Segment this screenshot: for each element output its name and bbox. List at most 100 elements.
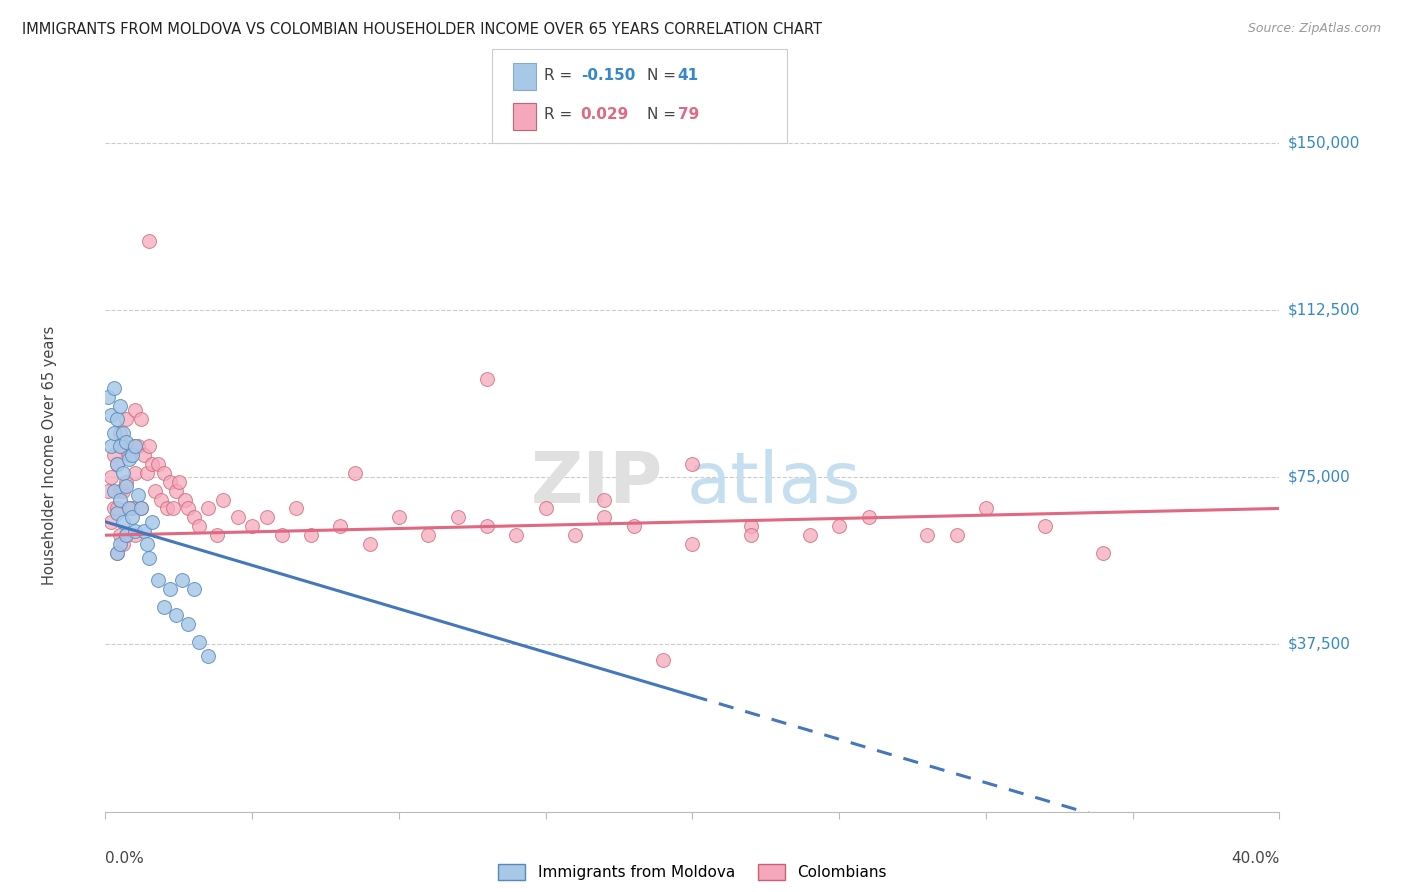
- Point: [124, 528, 146, 542]
- Point: [121, 510, 143, 524]
- Point: [623, 519, 645, 533]
- Point: [97, 390, 120, 404]
- Point: [388, 510, 411, 524]
- Text: 40.0%: 40.0%: [1232, 851, 1279, 866]
- Point: [682, 457, 704, 471]
- Point: [97, 483, 120, 498]
- Point: [108, 528, 131, 542]
- Point: [240, 519, 263, 533]
- Text: $37,500: $37,500: [1288, 637, 1351, 652]
- Point: [108, 425, 131, 440]
- Text: Householder Income Over 65 years: Householder Income Over 65 years: [42, 326, 56, 584]
- Point: [170, 573, 193, 587]
- Point: [108, 399, 131, 413]
- Point: [121, 439, 143, 453]
- Point: [118, 452, 141, 467]
- Text: Source: ZipAtlas.com: Source: ZipAtlas.com: [1247, 22, 1381, 36]
- Point: [103, 381, 125, 395]
- Point: [115, 528, 138, 542]
- Point: [100, 439, 122, 453]
- Text: IMMIGRANTS FROM MOLDOVA VS COLOMBIAN HOUSEHOLDER INCOME OVER 65 YEARS CORRELATIO: IMMIGRANTS FROM MOLDOVA VS COLOMBIAN HOU…: [22, 22, 823, 37]
- Point: [197, 648, 219, 663]
- Point: [917, 528, 939, 542]
- Point: [148, 457, 170, 471]
- Point: [105, 457, 128, 471]
- Point: [121, 448, 143, 462]
- Point: [828, 519, 851, 533]
- Point: [124, 524, 146, 538]
- Point: [505, 528, 527, 542]
- Point: [270, 528, 292, 542]
- Point: [150, 492, 173, 507]
- Point: [105, 546, 128, 560]
- Point: [148, 573, 170, 587]
- Point: [329, 519, 352, 533]
- Point: [103, 448, 125, 462]
- Point: [100, 515, 122, 529]
- Point: [103, 501, 125, 516]
- Point: [112, 466, 135, 480]
- Point: [446, 510, 468, 524]
- Point: [159, 475, 181, 489]
- Point: [534, 501, 557, 516]
- Point: [115, 434, 138, 449]
- Point: [156, 501, 179, 516]
- Text: R =: R =: [544, 107, 572, 122]
- Point: [593, 492, 616, 507]
- Point: [299, 528, 322, 542]
- Point: [652, 653, 675, 667]
- Point: [124, 403, 146, 417]
- Point: [740, 528, 762, 542]
- Point: [226, 510, 249, 524]
- Point: [682, 537, 704, 551]
- Point: [183, 510, 205, 524]
- Point: [188, 635, 211, 649]
- Point: [138, 439, 160, 453]
- Point: [475, 519, 498, 533]
- Point: [359, 537, 381, 551]
- Point: [256, 510, 278, 524]
- Point: [118, 501, 141, 516]
- Point: [343, 466, 366, 480]
- Point: [183, 582, 205, 596]
- Point: [105, 501, 128, 516]
- Point: [105, 412, 128, 426]
- Point: [115, 475, 138, 489]
- Point: [173, 492, 195, 507]
- Point: [475, 372, 498, 386]
- Point: [211, 492, 233, 507]
- Point: [108, 492, 131, 507]
- Point: [138, 550, 160, 565]
- Point: [112, 515, 135, 529]
- Text: N =: N =: [647, 107, 676, 122]
- Point: [105, 457, 128, 471]
- Point: [103, 425, 125, 440]
- Point: [1033, 519, 1056, 533]
- Point: [112, 425, 135, 440]
- Point: [945, 528, 967, 542]
- Point: [112, 483, 135, 498]
- Point: [205, 528, 228, 542]
- Point: [124, 466, 146, 480]
- Point: [285, 501, 308, 516]
- Point: [153, 599, 176, 614]
- Point: [105, 506, 128, 520]
- Point: [974, 501, 997, 516]
- Text: 0.029: 0.029: [581, 107, 628, 122]
- Text: -0.150: -0.150: [581, 69, 636, 84]
- Point: [105, 546, 128, 560]
- Point: [141, 515, 163, 529]
- Point: [112, 439, 135, 453]
- Text: 0.0%: 0.0%: [105, 851, 145, 866]
- Point: [165, 608, 187, 623]
- Point: [121, 501, 143, 516]
- Point: [564, 528, 586, 542]
- Point: [162, 501, 184, 516]
- Point: [103, 483, 125, 498]
- Legend: Immigrants from Moldova, Colombians: Immigrants from Moldova, Colombians: [492, 858, 893, 886]
- Point: [799, 528, 821, 542]
- Point: [159, 582, 181, 596]
- Point: [108, 537, 131, 551]
- Point: [124, 439, 146, 453]
- Point: [118, 501, 141, 516]
